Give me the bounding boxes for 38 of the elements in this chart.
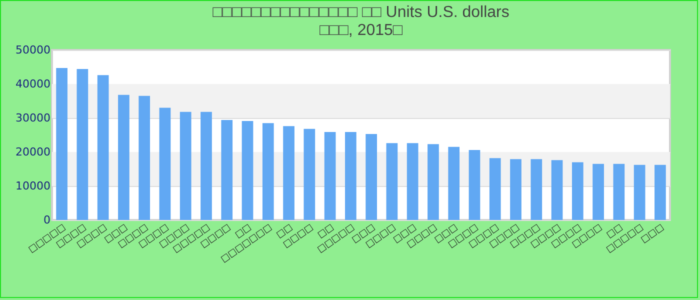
bar [448,146,460,220]
bar [138,96,150,220]
bar [97,75,109,220]
bar [386,143,398,220]
bar [634,164,646,220]
y-tick-label: 20000 [16,146,50,158]
chart-title: □□□□□□□□□□□□□□□ □□ Units U.S. dollars [212,4,510,21]
bar [118,94,130,220]
y-tick-label: 50000 [16,44,50,56]
bar [572,162,584,220]
bar [200,112,212,220]
y-tick-label: 30000 [16,112,50,124]
bar [406,143,418,220]
bar [510,159,522,220]
bar [56,68,68,220]
bar [221,120,233,220]
bar [613,164,625,220]
bar [345,132,356,220]
bar [180,112,192,220]
bar [592,164,604,220]
y-tick-label: 0 [44,214,50,226]
bar [366,134,377,220]
chart-subtitle: □□□, 2015□ [319,22,403,39]
bar [468,150,480,220]
bar [76,69,88,220]
bar [304,128,316,220]
bar [262,123,274,220]
bar [283,126,294,220]
bar [159,108,171,220]
y-tick-label: 40000 [16,78,50,90]
bar [489,158,501,220]
bar [654,164,666,220]
bar [324,132,336,220]
bar [428,144,439,220]
y-tick-label: 10000 [16,180,50,192]
bar [530,159,542,220]
bar [242,121,254,220]
bar [551,160,563,220]
